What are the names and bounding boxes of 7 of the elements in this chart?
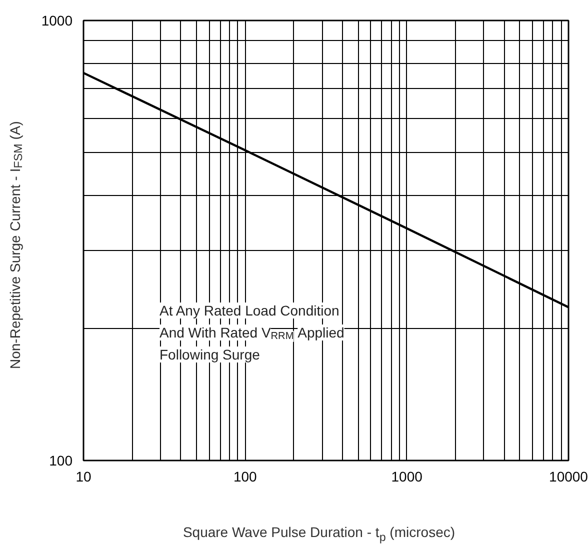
- annotation: Following Surge: [160, 346, 260, 362]
- x-tick-label: 100: [233, 468, 258, 484]
- x-tick-label: 1000: [391, 468, 423, 484]
- x-tick-label: 10000: [549, 468, 588, 484]
- x-tick-label: 10: [76, 468, 92, 484]
- x-axis-title: Square Wave Pulse Duration - t$_{p}$ (microsec): [182, 523, 456, 546]
- annotation: At Any Rated Load Condition: [160, 302, 340, 318]
